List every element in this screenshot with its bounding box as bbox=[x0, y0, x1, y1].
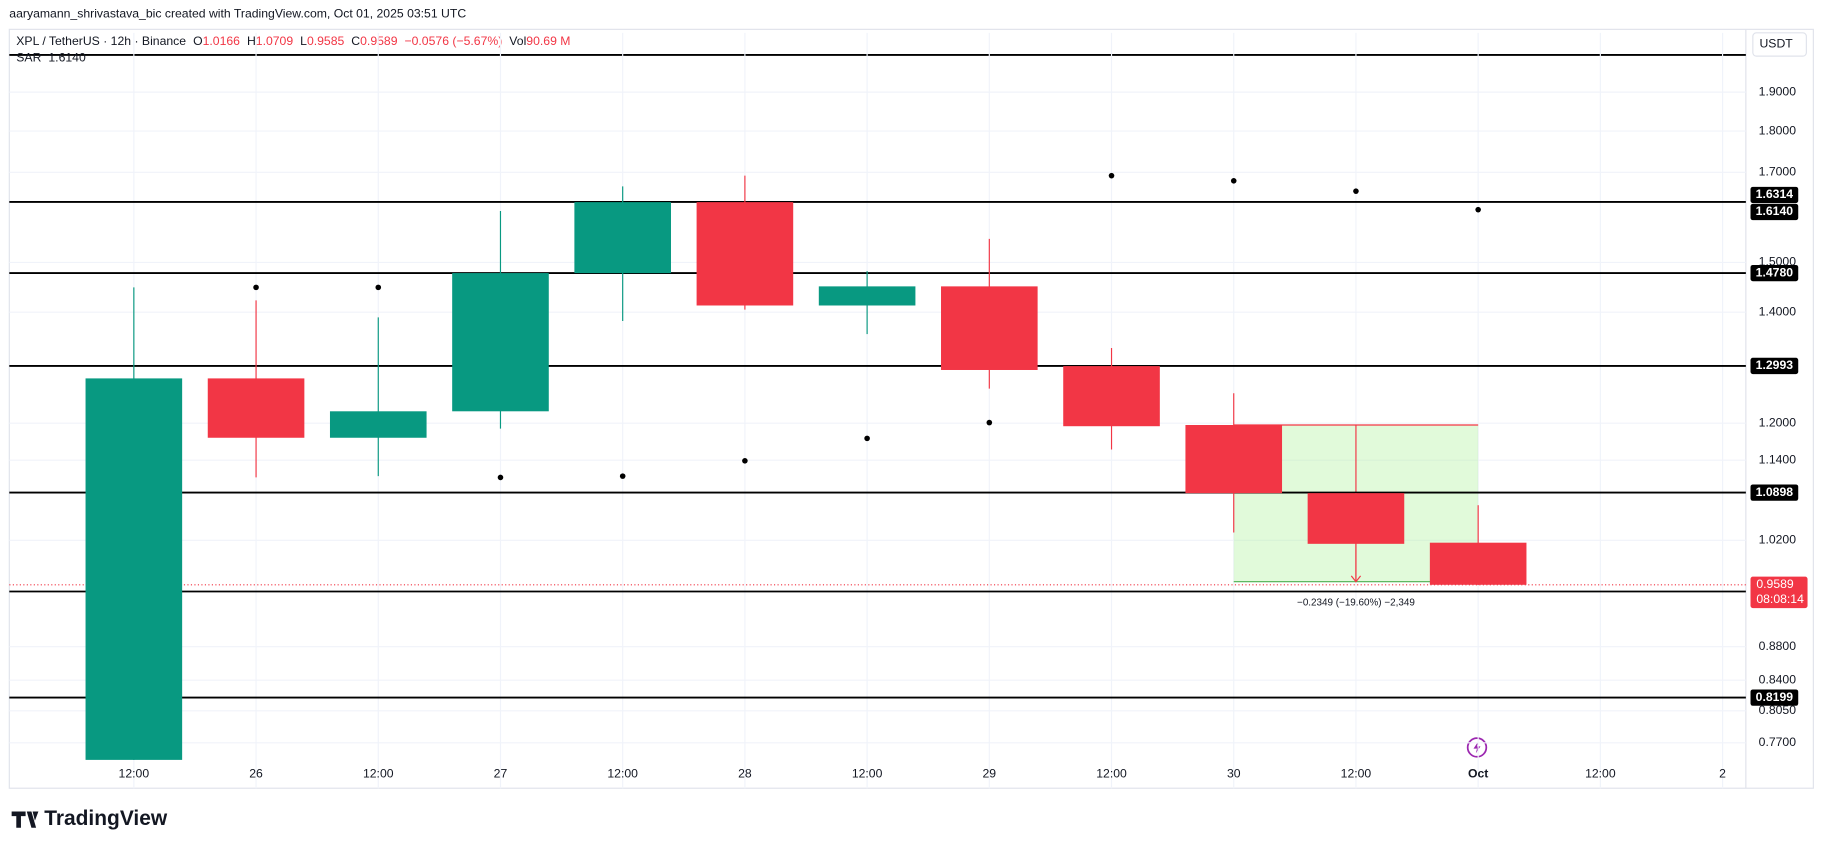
level-price-box bbox=[1750, 264, 1799, 282]
x-tick-label: 26 bbox=[249, 766, 263, 780]
currency-label: USDT bbox=[1759, 37, 1793, 51]
volume-value: 90.69 M bbox=[526, 34, 570, 48]
x-tick-label: 12:00 bbox=[607, 766, 638, 780]
candle-body bbox=[207, 378, 305, 438]
brand-logo bbox=[11, 811, 39, 828]
sar-dot bbox=[375, 284, 382, 291]
y-tick-label: 0.7700 bbox=[1759, 735, 1797, 749]
change: −0.0576 (−5.67%) bbox=[404, 34, 502, 48]
brand: TradingView bbox=[44, 807, 168, 830]
candle-body bbox=[941, 286, 1038, 370]
candle-body bbox=[818, 286, 916, 306]
sar-legend: SAR 1.6140 bbox=[16, 51, 86, 65]
x-tick-label: 29 bbox=[983, 766, 997, 780]
ohlc-value: 1.0166 bbox=[203, 34, 241, 48]
ohlc-value: 0.9585 bbox=[307, 34, 345, 48]
sar-dot bbox=[253, 284, 259, 291]
currency-button[interactable] bbox=[1752, 32, 1807, 57]
ohlc-key: C bbox=[351, 34, 360, 48]
sar-dot bbox=[497, 474, 504, 481]
x-tick-label: 12:00 bbox=[852, 766, 883, 780]
ohlc-value: 1.0709 bbox=[256, 34, 294, 48]
level-price-box-label: 1.2993 bbox=[1756, 358, 1794, 372]
y-tick-label: 1.2000 bbox=[1759, 415, 1797, 429]
sar-dot bbox=[1230, 178, 1237, 184]
legend: XPL / TetherUS · 12h · Binance O1.0166 H1.… bbox=[16, 34, 570, 64]
sar-dot bbox=[619, 473, 626, 479]
y-tick-label: 1.4000 bbox=[1759, 304, 1797, 318]
y-tick-label: 1.0200 bbox=[1759, 533, 1797, 547]
sar-dot bbox=[1475, 206, 1481, 213]
symbol: XPL / TetherUS · 12h · Binance bbox=[16, 34, 186, 48]
y-tick-label: 1.8000 bbox=[1759, 123, 1797, 137]
header: aaryamann_shrivastava_bic created with T… bbox=[9, 6, 466, 20]
level-price-box bbox=[1750, 689, 1799, 706]
event-bolt bbox=[1473, 741, 1481, 754]
x-tick-label: 12:00 bbox=[363, 766, 394, 780]
sar-dot bbox=[864, 435, 870, 442]
candle-body bbox=[696, 202, 794, 306]
level-price-box bbox=[1750, 357, 1799, 375]
sar-dot bbox=[986, 419, 993, 426]
candle-body bbox=[1429, 542, 1527, 585]
level-price-box-label: 0.8199 bbox=[1756, 690, 1794, 704]
candle-body bbox=[1063, 366, 1160, 427]
last-price-label: 0.9589 bbox=[1756, 577, 1794, 591]
candle-body bbox=[85, 378, 183, 760]
y-tick-label: 1.1400 bbox=[1759, 452, 1797, 466]
event-icon[interactable] bbox=[1466, 737, 1488, 758]
x-tick-label: 12:00 bbox=[1341, 766, 1372, 780]
level-price-box-label: 1.4780 bbox=[1756, 265, 1794, 279]
sar-legend-part: SAR bbox=[16, 51, 41, 65]
x-tick-label: 30 bbox=[1227, 766, 1241, 780]
ohlc-value: 0.9589 bbox=[360, 34, 398, 48]
y-tick-label: 0.8050 bbox=[1759, 703, 1797, 717]
candle-body bbox=[574, 202, 671, 274]
level-price-box-label: 1.6314 bbox=[1756, 187, 1794, 201]
candle-body bbox=[329, 411, 427, 438]
last-price-box bbox=[1750, 576, 1808, 609]
sar-legend-part: 1.6140 bbox=[48, 51, 86, 65]
x-tick-label: 12:00 bbox=[1585, 766, 1616, 780]
y-tick-label: 0.8800 bbox=[1759, 639, 1797, 653]
x-tick-label: Oct bbox=[1468, 766, 1488, 780]
sar-dot bbox=[742, 457, 748, 464]
countdown: 08:08:14 bbox=[1756, 592, 1804, 606]
ohlc-key: H bbox=[247, 34, 256, 48]
level-price-box-label: 1.0898 bbox=[1756, 485, 1794, 499]
x-tick-label: 12:00 bbox=[119, 766, 150, 780]
candle-body bbox=[1185, 425, 1283, 494]
ohlc-key: O bbox=[193, 34, 203, 48]
pane-border bbox=[8, 28, 1814, 789]
y-tick-label: 1.9000 bbox=[1759, 84, 1797, 98]
measure-label: −0.2349 (−19.60%) −2,349 bbox=[1297, 597, 1415, 608]
ohlc-key: L bbox=[300, 34, 307, 48]
sar-dot bbox=[1108, 172, 1115, 179]
candle-body bbox=[1307, 493, 1405, 544]
volume-key: Vol bbox=[509, 34, 526, 48]
x-tick-label: 2 bbox=[1719, 766, 1726, 780]
level-price-box bbox=[1750, 186, 1799, 204]
sar-price-box bbox=[1750, 203, 1799, 221]
level-price-box bbox=[1750, 484, 1799, 501]
y-tick-label: 1.7000 bbox=[1759, 165, 1797, 179]
x-tick-label: 28 bbox=[738, 766, 752, 780]
sar-price-box-label: 1.6140 bbox=[1756, 204, 1794, 218]
candle-body bbox=[452, 273, 549, 412]
y-tick-label: 0.8400 bbox=[1759, 672, 1797, 686]
x-tick-label: 27 bbox=[494, 766, 508, 780]
sar-dot bbox=[1353, 188, 1359, 194]
legend-text: XPL / TetherUS · 12h · Binance O1.0166 H1.… bbox=[16, 34, 570, 48]
x-tick-label: 12:00 bbox=[1096, 766, 1127, 780]
